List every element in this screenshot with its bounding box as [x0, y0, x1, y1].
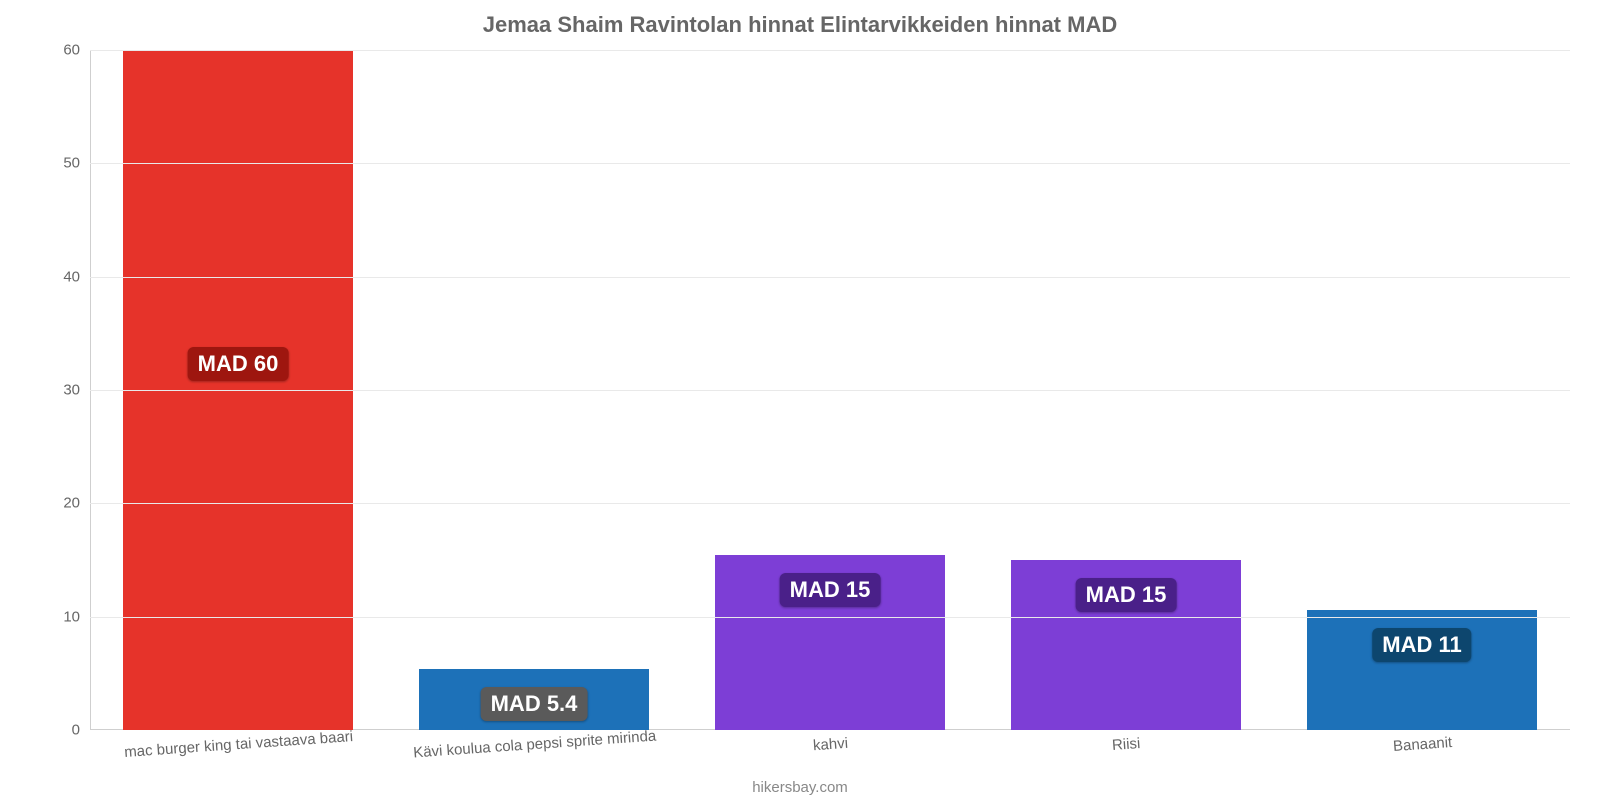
x-tick-label: Banaanit: [1392, 734, 1452, 755]
grid-line: [90, 163, 1570, 164]
grid-line: [90, 503, 1570, 504]
y-tick-label: 40: [63, 268, 80, 285]
chart-footer: hikersbay.com: [0, 779, 1600, 796]
grid-line: [90, 50, 1570, 51]
bar-value-label: MAD 60: [188, 347, 289, 381]
x-tick-label: kahvi: [812, 735, 848, 754]
plot-area: MAD 60MAD 5.4MAD 15MAD 15MAD 11 01020304…: [90, 50, 1570, 730]
x-tick-label: Kävi koulua cola pepsi sprite mirinda: [412, 728, 656, 762]
bar-value-label: MAD 11: [1372, 628, 1471, 662]
y-tick-label: 0: [72, 722, 80, 739]
bar-value-label: MAD 5.4: [481, 687, 588, 721]
grid-line: [90, 277, 1570, 278]
y-tick-label: 30: [63, 382, 80, 399]
y-tick-label: 10: [63, 608, 80, 625]
y-tick-label: 60: [63, 42, 80, 59]
y-tick-label: 20: [63, 495, 80, 512]
chart-container: Jemaa Shaim Ravintolan hinnat Elintarvik…: [0, 0, 1600, 800]
grid-line: [90, 617, 1570, 618]
x-tick-label: mac burger king tai vastaava baari: [123, 728, 353, 761]
chart-title: Jemaa Shaim Ravintolan hinnat Elintarvik…: [0, 0, 1600, 44]
y-tick-label: 50: [63, 155, 80, 172]
grid-line: [90, 390, 1570, 391]
bar-value-label: MAD 15: [1076, 578, 1177, 612]
x-tick-label: Riisi: [1111, 735, 1140, 754]
bar-value-label: MAD 15: [780, 573, 881, 607]
